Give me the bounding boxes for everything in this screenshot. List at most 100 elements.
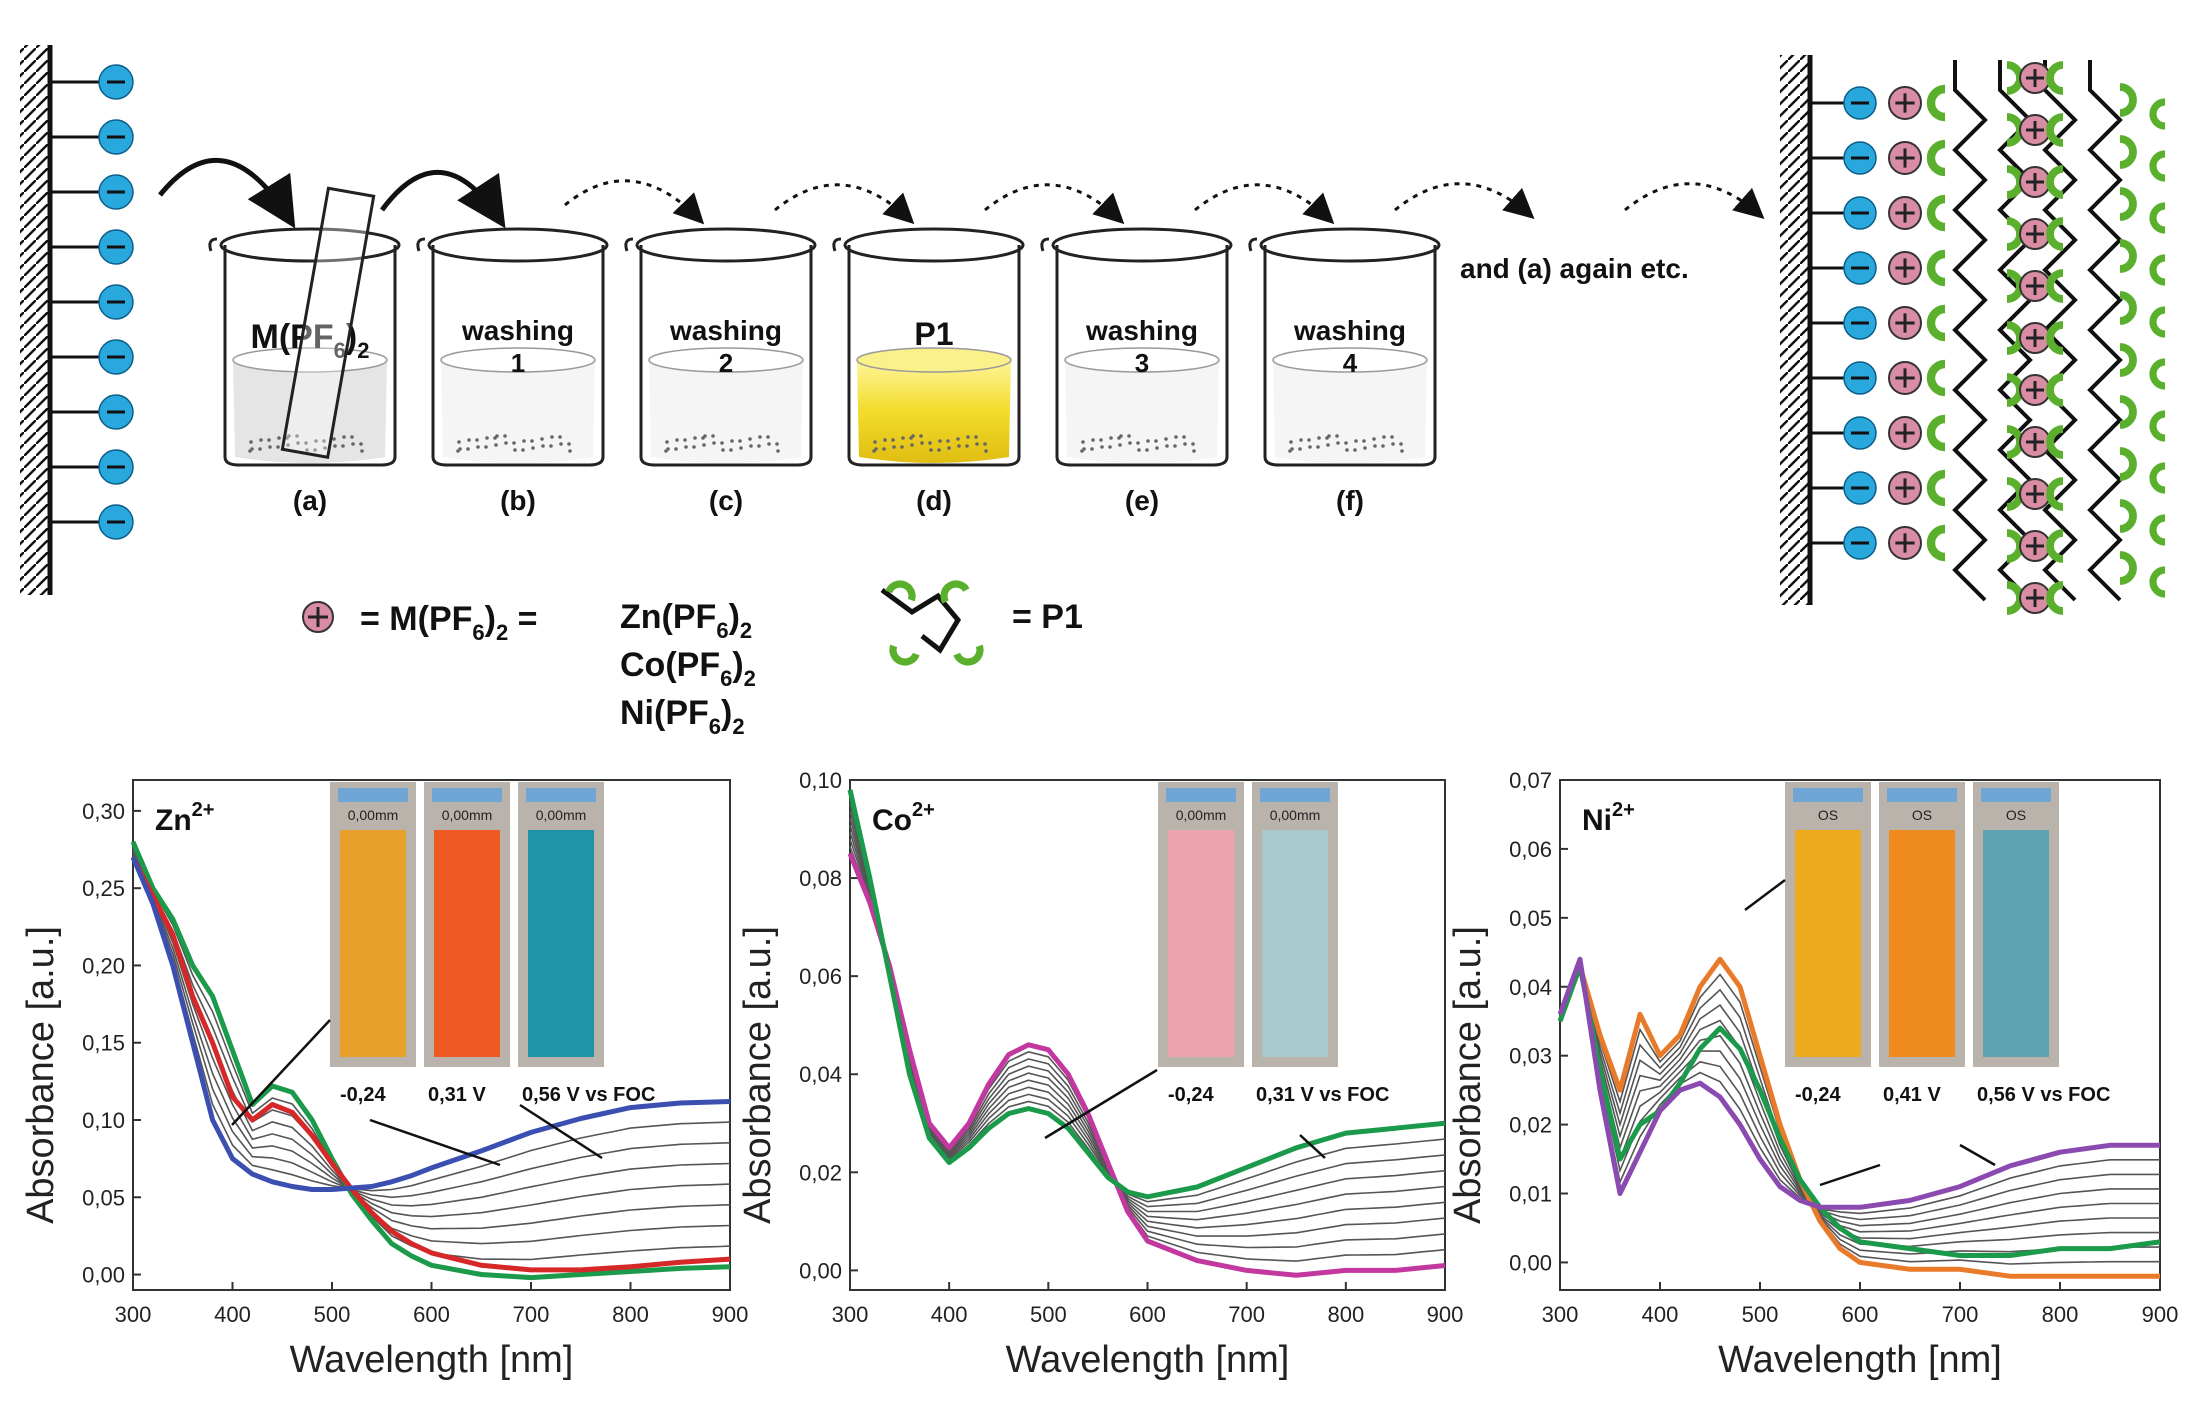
ligand-icon <box>2119 447 2137 481</box>
plus-mark <box>1895 93 1915 113</box>
beaker-rim <box>843 227 1025 263</box>
ligand-icon <box>2149 358 2166 390</box>
sediment-dot <box>693 436 697 440</box>
sediment-dot <box>277 436 281 440</box>
ligand-icon <box>2149 462 2166 494</box>
plus-mark <box>1895 148 1915 168</box>
sediment-dot <box>1183 442 1187 446</box>
sediment-dot <box>332 437 336 441</box>
gray-spectrum <box>1559 956 2160 1215</box>
cuvette-solution <box>1168 830 1234 1057</box>
sediment-dot <box>1164 437 1168 441</box>
sediment-dot <box>1290 447 1294 451</box>
sediment-dot <box>1399 442 1403 446</box>
sediment-dot <box>521 448 525 452</box>
sediment-dot <box>513 448 517 452</box>
y-axis-label: Absorbance [a.u.] <box>1447 926 1489 1224</box>
ligand-icon <box>2119 551 2137 585</box>
liquid-surface <box>648 347 804 373</box>
gray-spectrum <box>132 849 731 1218</box>
spectrum-intermediate <box>130 856 731 1273</box>
x-axis-label: Wavelength [nm] <box>1718 1339 2002 1381</box>
salt-formula: Co(PF6)2 <box>620 646 756 691</box>
ligand-icon <box>1926 359 1946 397</box>
beaker-spout <box>1248 237 1258 252</box>
x-tick-label: 800 <box>612 1302 649 1327</box>
ligand-icon <box>2119 83 2137 117</box>
salt-list: Zn(PF6)2Co(PF6)2Ni(PF6)2 <box>620 598 756 739</box>
plus-mark <box>1895 258 1915 278</box>
gray-spectrum <box>1559 960 2160 1240</box>
gray-spectrum <box>132 851 731 1207</box>
beaker-number: 1 <box>511 348 525 378</box>
ligand-icon <box>2119 135 2137 169</box>
beaker-wall <box>847 245 1021 467</box>
sediment-dot <box>549 444 553 448</box>
ligand-icon <box>1926 524 1946 562</box>
left-substrate <box>20 45 134 595</box>
ligand-icon <box>2006 113 2024 147</box>
sediment-dot <box>258 447 262 451</box>
sediment-dot <box>1100 445 1104 449</box>
sediment-dot <box>1382 435 1386 439</box>
sediment-dot <box>333 444 337 448</box>
cuvette-tag: 0,00mm <box>442 807 493 823</box>
sediment-dot <box>323 446 327 450</box>
ligand-icon <box>2149 306 2166 338</box>
sediment-dot <box>665 440 669 444</box>
liquid-surface <box>440 347 596 373</box>
beaker-label: washing <box>461 315 574 346</box>
plus-mark <box>2026 589 2044 607</box>
x-tick-label: 800 <box>1327 1302 1364 1327</box>
sediment-dot <box>1362 439 1366 443</box>
y-tick-label: 0,20 <box>82 953 125 978</box>
x-tick-label: 400 <box>1642 1302 1679 1327</box>
sediment-dot <box>531 446 535 450</box>
ligand-icon <box>2149 150 2166 182</box>
plus-mark <box>1895 313 1915 333</box>
sediment-dot <box>911 434 915 438</box>
beaker-letter: (b) <box>500 485 536 516</box>
ligand-icon <box>2006 61 2024 95</box>
x-tick-label: 900 <box>712 1302 749 1327</box>
spectrum-final <box>130 856 731 1192</box>
cation-legend-icon <box>302 601 334 633</box>
gray-spectrum <box>1559 962 2160 1265</box>
plus-mark <box>2026 485 2044 503</box>
sediment-dot <box>512 441 516 445</box>
sediment-dot <box>1173 444 1177 448</box>
y-tick-label: 0,00 <box>1509 1250 1552 1275</box>
y-tick-label: 0,08 <box>799 866 842 891</box>
ligand-icon <box>2119 291 2137 325</box>
sediment-dot <box>522 439 526 443</box>
ligand-icon <box>2119 343 2137 377</box>
legend-m-equation: = M(PF6)2 = <box>360 600 538 645</box>
ligand-icon <box>1926 84 1946 122</box>
sediment-dot <box>702 443 706 447</box>
sediment-dot <box>946 439 950 443</box>
sediment-dot <box>1081 440 1085 444</box>
sediment-dot <box>873 440 877 444</box>
ligand-icon <box>2046 581 2064 615</box>
sediment-dot <box>711 434 715 438</box>
sediment-dot <box>748 437 752 441</box>
y-tick-label: 0,25 <box>82 876 125 901</box>
sediment-dot <box>919 434 923 438</box>
sediment-dot <box>504 441 508 445</box>
sediment-dot <box>1372 437 1376 441</box>
sediment-dot <box>1373 444 1377 448</box>
sediment-dot <box>476 445 480 449</box>
beaker-spout <box>832 237 842 252</box>
sediment-dot <box>738 439 742 443</box>
solid-arrow <box>379 170 506 229</box>
sediment-dot <box>530 439 534 443</box>
sediment-dot <box>295 434 299 438</box>
sediment-dot <box>1390 435 1394 439</box>
cuvette-solution <box>434 830 500 1057</box>
x-axis-label: Wavelength [nm] <box>290 1339 574 1381</box>
sediment-dot <box>322 439 326 443</box>
sediment-dot <box>1381 444 1385 448</box>
beaker-rim <box>427 227 609 263</box>
sediment-dot <box>874 447 878 451</box>
